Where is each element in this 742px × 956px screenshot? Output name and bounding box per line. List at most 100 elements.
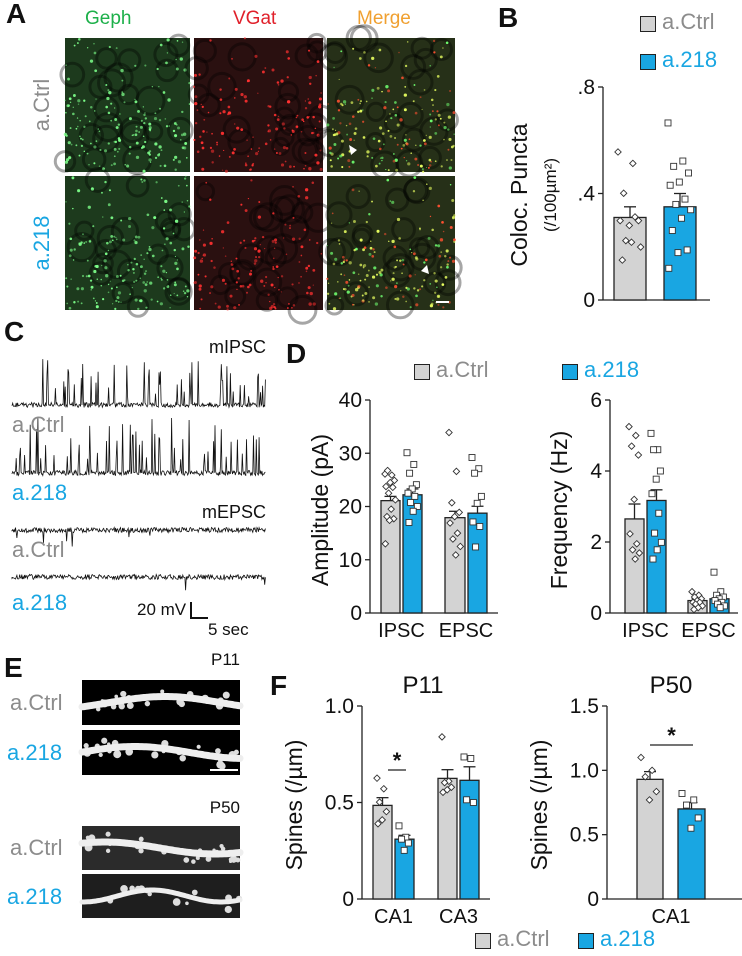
cell-outline	[97, 68, 127, 98]
puncta-dot	[267, 105, 270, 108]
puncta-dot	[237, 277, 240, 280]
puncta-dot	[224, 282, 227, 285]
puncta-dot	[137, 235, 141, 239]
puncta-dot	[139, 125, 143, 129]
puncta-dot	[210, 259, 213, 263]
spine-dot	[120, 690, 127, 698]
puncta-dot	[308, 101, 312, 105]
puncta-dot	[372, 137, 376, 140]
spine-dot	[185, 901, 189, 906]
puncta-dot	[201, 105, 204, 108]
puncta-dot	[241, 284, 245, 288]
puncta-dot	[180, 133, 184, 137]
puncta-dot	[76, 125, 79, 128]
puncta-dot	[108, 45, 111, 49]
puncta-dot	[352, 220, 356, 223]
puncta-dot	[348, 279, 351, 281]
puncta-dot	[188, 103, 191, 105]
puncta-dot	[70, 278, 72, 280]
data-point-diamond	[628, 545, 637, 554]
data-point-square	[647, 429, 655, 437]
row-label-ctrl: a.Ctrl	[29, 78, 54, 132]
puncta-dot	[300, 275, 302, 278]
puncta-dot	[68, 222, 71, 225]
cell-outline	[315, 129, 345, 158]
puncta-dot	[308, 302, 312, 306]
data-point-square	[472, 543, 480, 551]
puncta-dot	[88, 240, 92, 243]
puncta-dot	[276, 118, 280, 122]
puncta-dot	[398, 237, 401, 240]
significance-star: *	[393, 748, 402, 773]
puncta-dot	[429, 215, 432, 218]
puncta-dot	[449, 184, 452, 186]
spine-dot	[138, 848, 144, 854]
puncta-dot	[445, 249, 449, 253]
puncta-dot	[137, 109, 140, 113]
data-point-square	[413, 503, 421, 510]
puncta-dot	[350, 295, 353, 298]
puncta-dot	[343, 259, 346, 261]
puncta-dot	[387, 129, 390, 132]
data-point-diamond	[625, 221, 634, 230]
cell-outline	[92, 252, 114, 275]
puncta-dot	[422, 199, 424, 202]
puncta-dot	[92, 225, 95, 228]
puncta-dot	[131, 287, 133, 289]
puncta-dot	[408, 274, 412, 278]
puncta-dot	[76, 117, 79, 119]
puncta-dot	[90, 142, 92, 145]
puncta-dot	[353, 131, 357, 135]
puncta-dot	[385, 120, 387, 123]
puncta-dot	[250, 179, 253, 182]
y-tick-label: 0.5	[325, 792, 354, 815]
data-point-square	[405, 519, 413, 526]
cell-outline	[119, 120, 150, 151]
puncta-dot	[155, 181, 158, 184]
puncta-dot	[209, 146, 213, 150]
puncta-dot	[68, 306, 72, 310]
puncta-dot	[309, 82, 312, 85]
spine-dot	[144, 700, 151, 707]
puncta-dot	[183, 146, 187, 150]
puncta-dot	[163, 164, 167, 168]
puncta-dot	[394, 137, 397, 139]
puncta-dot	[285, 253, 288, 256]
puncta-dot	[288, 165, 292, 169]
puncta-dot	[72, 259, 75, 261]
puncta-dot	[368, 213, 371, 216]
puncta-dot	[264, 247, 266, 250]
puncta-dot	[446, 263, 449, 266]
data-point-square	[664, 119, 672, 127]
puncta-dot	[403, 93, 407, 97]
puncta-dot	[337, 239, 341, 242]
micrograph-geph-mir	[65, 167, 197, 318]
puncta-dot	[368, 286, 370, 288]
puncta-dot	[308, 75, 312, 80]
puncta-dot	[77, 300, 80, 303]
cell-outline	[385, 290, 415, 320]
puncta-dot	[337, 109, 341, 112]
puncta-dot	[174, 219, 179, 223]
puncta-dot	[99, 148, 102, 152]
puncta-dot	[401, 272, 403, 275]
spine-dot	[224, 905, 232, 914]
cell-outline	[196, 92, 221, 118]
puncta-dot	[113, 155, 116, 158]
puncta-dot	[284, 223, 287, 226]
data-point-square	[473, 499, 481, 507]
puncta-dot	[163, 209, 166, 211]
arrowhead-icon	[421, 265, 429, 274]
puncta-dot	[73, 301, 76, 304]
data-point-diamond	[625, 422, 633, 431]
puncta-dot	[69, 248, 73, 252]
puncta-dot	[264, 67, 267, 69]
puncta-dot	[108, 240, 112, 244]
image-title-p50: P50	[209, 798, 240, 817]
data-point-square	[652, 475, 660, 483]
puncta-dot	[141, 181, 144, 183]
puncta-dot	[181, 41, 184, 43]
puncta-dot	[366, 155, 369, 158]
data-point-square	[653, 546, 661, 554]
puncta-dot	[202, 130, 205, 133]
